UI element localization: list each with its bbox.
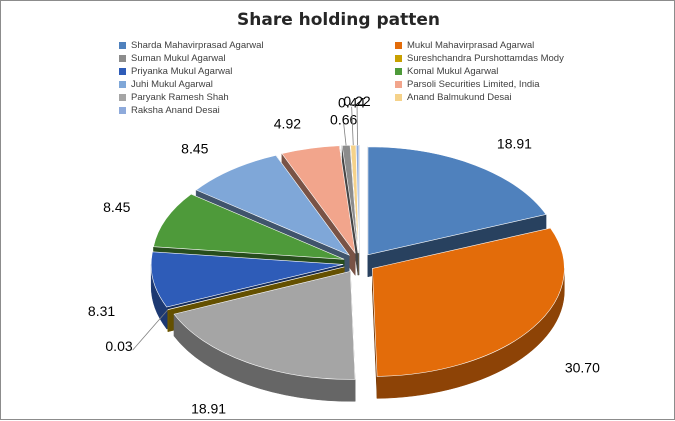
data-label: 0.22 bbox=[343, 93, 370, 109]
data-label: 18.91 bbox=[497, 135, 532, 151]
data-label: 18.91 bbox=[191, 400, 226, 416]
data-label: 30.70 bbox=[565, 360, 600, 376]
data-label: 8.45 bbox=[103, 199, 130, 215]
data-label: 0.66 bbox=[330, 112, 357, 128]
data-label: 0.03 bbox=[105, 338, 132, 354]
data-label: 4.92 bbox=[274, 115, 301, 131]
data-label: 8.31 bbox=[88, 303, 115, 319]
leader-line bbox=[133, 310, 168, 351]
data-label: 8.45 bbox=[181, 141, 208, 157]
leader-line bbox=[357, 105, 358, 145]
